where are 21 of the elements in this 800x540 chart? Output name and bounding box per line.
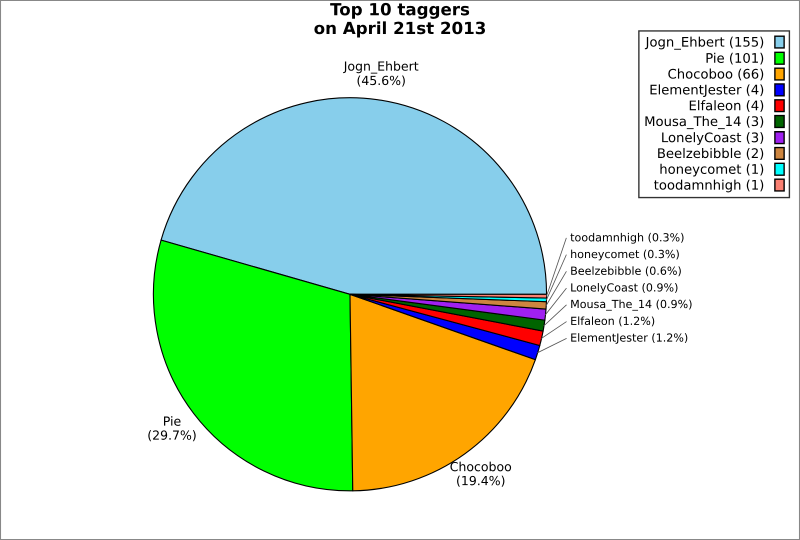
data-label: ElementJester (1.2%) (571, 333, 688, 344)
legend-label: LonelyCoast (3) (662, 132, 764, 145)
legend-label: Chocoboo (66) (668, 68, 764, 80)
data-label: Chocoboo (19.4%) (450, 462, 512, 487)
data-label: Pie (29.7%) (148, 416, 196, 442)
data-label: Elfaleon (1.2%) (571, 316, 654, 326)
legend-label: Elfaleon (4) (690, 100, 764, 112)
legend-label: toodamnhigh (1) (654, 180, 764, 192)
legend-label: Beelzebibble (2) (658, 148, 764, 160)
data-label: Jogn_Ehbert (45.6%) (343, 61, 418, 87)
legend-label: Mousa_The_14 (3) (645, 116, 764, 130)
data-label: LonelyCoast (0.9%) (571, 283, 678, 294)
data-label: toodamnhigh (0.3%) (570, 232, 684, 244)
data-label: Mousa_The_14 (0.9%) (571, 300, 692, 311)
legend-label: ElementJester (4) (650, 84, 764, 98)
legend-label: Jogn_Ehbert (155) (644, 36, 764, 50)
legend-label: Pie (101) (706, 52, 764, 65)
data-label: Beelzebibble (0.6%) (571, 266, 681, 276)
legend-label: honeycomet (1) (660, 164, 764, 177)
chart-title: Top 10 taggers on April 21st 2013 (314, 2, 486, 38)
data-label: honeycomet (0.3%) (571, 250, 679, 260)
